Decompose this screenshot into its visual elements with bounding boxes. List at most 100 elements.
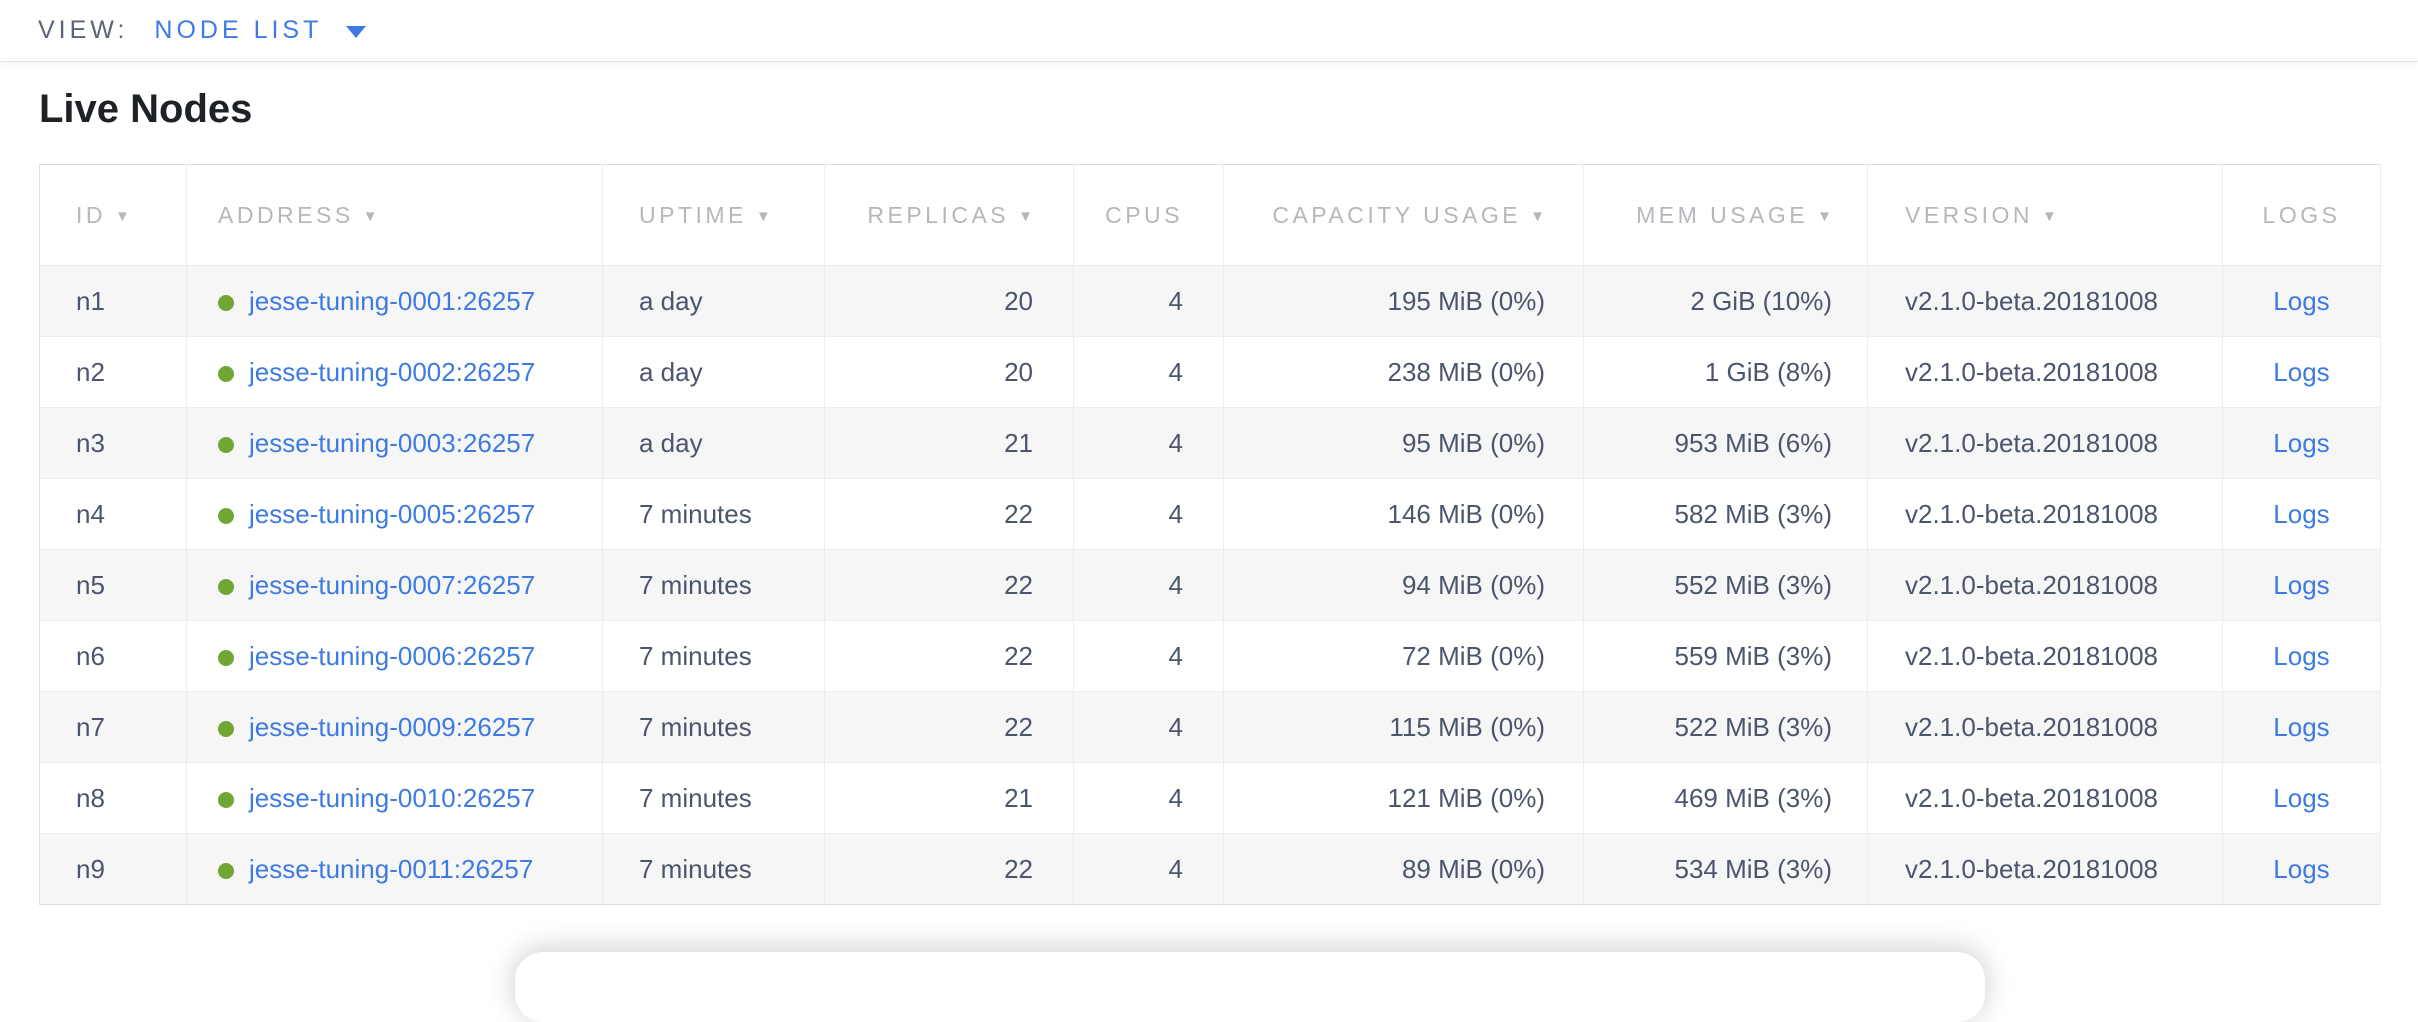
cell-logs: Logs — [2222, 336, 2381, 408]
sort-desc-icon: ▼ — [115, 207, 130, 225]
node-logs-link[interactable]: Logs — [2273, 711, 2330, 742]
live-nodes-table: ID ▼ ADDRESS ▼ UPTIME ▼ REPLICAS ▼ CPUS CAPACITY … — [39, 164, 2381, 905]
cell-cpus: 4 — [1073, 549, 1224, 621]
cell-address: jesse-tuning-0002:26257 — [186, 336, 603, 408]
cell-address: jesse-tuning-0005:26257 — [186, 478, 603, 550]
cell-id: n5 — [39, 549, 187, 621]
cell-logs: Logs — [2222, 762, 2381, 834]
cell-mem: 559 MiB (3%) — [1583, 620, 1868, 692]
sort-desc-icon: ▼ — [1018, 207, 1033, 225]
cell-replicas: 20 — [824, 265, 1074, 337]
node-address-link[interactable]: jesse-tuning-0007:26257 — [249, 569, 536, 600]
cell-uptime: 7 minutes — [602, 691, 825, 763]
chevron-down-icon — [346, 26, 367, 38]
node-row-n8: n8 jesse-tuning-0010:26257 7 minutes 21 4 121… — [39, 762, 2381, 834]
cell-uptime: 7 minutes — [602, 620, 825, 692]
sort-desc-icon: ▼ — [362, 207, 378, 225]
sort-desc-icon: ▼ — [1530, 207, 1545, 225]
node-row-n6: n6 jesse-tuning-0006:26257 7 minutes 22 4 72 … — [39, 620, 2381, 692]
table-header: ID ▼ ADDRESS ▼ UPTIME ▼ REPLICAS ▼ CPUS CAPACITY … — [39, 164, 2381, 266]
node-row-n9: n9 jesse-tuning-0011:26257 7 minutes 22 4 89 … — [39, 833, 2381, 905]
cell-address: jesse-tuning-0007:26257 — [186, 549, 603, 621]
node-logs-link[interactable]: Logs — [2273, 356, 2330, 387]
node-logs-link[interactable]: Logs — [2273, 569, 2330, 600]
cell-version: v2.1.0-beta.20181008 — [1867, 762, 2223, 834]
column-header-logs: LOGS — [2222, 164, 2381, 266]
column-label: MEM USAGE — [1636, 201, 1809, 228]
node-address-link[interactable]: jesse-tuning-0010:26257 — [249, 782, 536, 813]
sort-desc-icon: ▼ — [2042, 207, 2057, 225]
column-header-address[interactable]: ADDRESS ▼ — [186, 164, 603, 266]
cell-logs: Logs — [2222, 549, 2381, 621]
view-dropdown[interactable]: NODE LIST — [154, 16, 367, 45]
view-selector-bar: VIEW: NODE LIST — [0, 0, 2418, 62]
column-header-mem[interactable]: MEM USAGE ▼ — [1583, 164, 1868, 266]
cell-mem: 1 GiB (8%) — [1583, 336, 1868, 408]
view-label: VIEW: — [38, 16, 129, 44]
cell-address: jesse-tuning-0006:26257 — [186, 620, 603, 692]
column-label: VERSION — [1905, 201, 2034, 228]
cell-uptime: 7 minutes — [602, 549, 825, 621]
cell-capacity: 94 MiB (0%) — [1223, 549, 1584, 621]
column-label: REPLICAS — [867, 201, 1010, 228]
cell-capacity: 195 MiB (0%) — [1223, 265, 1584, 337]
cell-uptime: a day — [602, 407, 825, 479]
cell-id: n8 — [39, 762, 187, 834]
cell-address: jesse-tuning-0009:26257 — [186, 691, 603, 763]
cell-id: n1 — [39, 265, 187, 337]
column-header-version[interactable]: VERSION ▼ — [1867, 164, 2223, 266]
cutoff-panel-shadow — [515, 952, 1985, 1022]
column-label: UPTIME — [639, 201, 747, 228]
cell-version: v2.1.0-beta.20181008 — [1867, 407, 2223, 479]
node-address-link[interactable]: jesse-tuning-0003:26257 — [249, 427, 536, 458]
node-live-status-icon — [218, 862, 234, 879]
column-label: LOGS — [2262, 201, 2341, 228]
cell-logs: Logs — [2222, 407, 2381, 479]
node-logs-link[interactable]: Logs — [2273, 853, 2330, 884]
node-logs-link[interactable]: Logs — [2273, 782, 2330, 813]
node-address-link[interactable]: jesse-tuning-0001:26257 — [249, 285, 536, 316]
node-live-status-icon — [218, 365, 234, 382]
cell-id: n9 — [39, 833, 187, 905]
node-address-link[interactable]: jesse-tuning-0011:26257 — [249, 853, 534, 884]
column-header-uptime[interactable]: UPTIME ▼ — [602, 164, 825, 266]
sort-desc-icon: ▼ — [1817, 207, 1832, 225]
cell-mem: 2 GiB (10%) — [1583, 265, 1868, 337]
table-header-row: ID ▼ ADDRESS ▼ UPTIME ▼ REPLICAS ▼ CPUS CAPACITY … — [39, 164, 2381, 266]
cell-capacity: 238 MiB (0%) — [1223, 336, 1584, 408]
cell-logs: Logs — [2222, 833, 2381, 905]
cell-replicas: 22 — [824, 691, 1074, 763]
cell-id: n2 — [39, 336, 187, 408]
cell-version: v2.1.0-beta.20181008 — [1867, 478, 2223, 550]
cell-uptime: 7 minutes — [602, 478, 825, 550]
node-live-status-icon — [218, 791, 234, 808]
cell-version: v2.1.0-beta.20181008 — [1867, 265, 2223, 337]
cell-mem: 582 MiB (3%) — [1583, 478, 1868, 550]
cell-replicas: 21 — [824, 407, 1074, 479]
cell-capacity: 115 MiB (0%) — [1223, 691, 1584, 763]
node-address-link[interactable]: jesse-tuning-0002:26257 — [249, 356, 536, 387]
live-nodes-table-container: ID ▼ ADDRESS ▼ UPTIME ▼ REPLICAS ▼ CPUS CAPACITY … — [39, 164, 2381, 905]
cell-uptime: a day — [602, 336, 825, 408]
page-title: Live Nodes — [39, 87, 253, 131]
cell-uptime: a day — [602, 265, 825, 337]
node-row-n1: n1 jesse-tuning-0001:26257 a day 20 4 195 MiB… — [39, 265, 2381, 337]
node-address-link[interactable]: jesse-tuning-0005:26257 — [249, 498, 536, 529]
column-header-id[interactable]: ID ▼ — [39, 164, 187, 266]
node-logs-link[interactable]: Logs — [2273, 285, 2330, 316]
cell-id: n7 — [39, 691, 187, 763]
cell-logs: Logs — [2222, 265, 2381, 337]
node-logs-link[interactable]: Logs — [2273, 498, 2330, 529]
node-logs-link[interactable]: Logs — [2273, 427, 2330, 458]
column-label: CPUS — [1105, 201, 1183, 228]
cell-replicas: 21 — [824, 762, 1074, 834]
cell-replicas: 22 — [824, 620, 1074, 692]
column-header-replicas[interactable]: REPLICAS ▼ — [824, 164, 1074, 266]
sort-desc-icon: ▼ — [755, 207, 771, 225]
cell-cpus: 4 — [1073, 833, 1224, 905]
column-header-capacity[interactable]: CAPACITY USAGE ▼ — [1223, 164, 1584, 266]
cell-id: n6 — [39, 620, 187, 692]
node-logs-link[interactable]: Logs — [2273, 640, 2330, 671]
node-address-link[interactable]: jesse-tuning-0006:26257 — [249, 640, 536, 671]
node-address-link[interactable]: jesse-tuning-0009:26257 — [249, 711, 536, 742]
